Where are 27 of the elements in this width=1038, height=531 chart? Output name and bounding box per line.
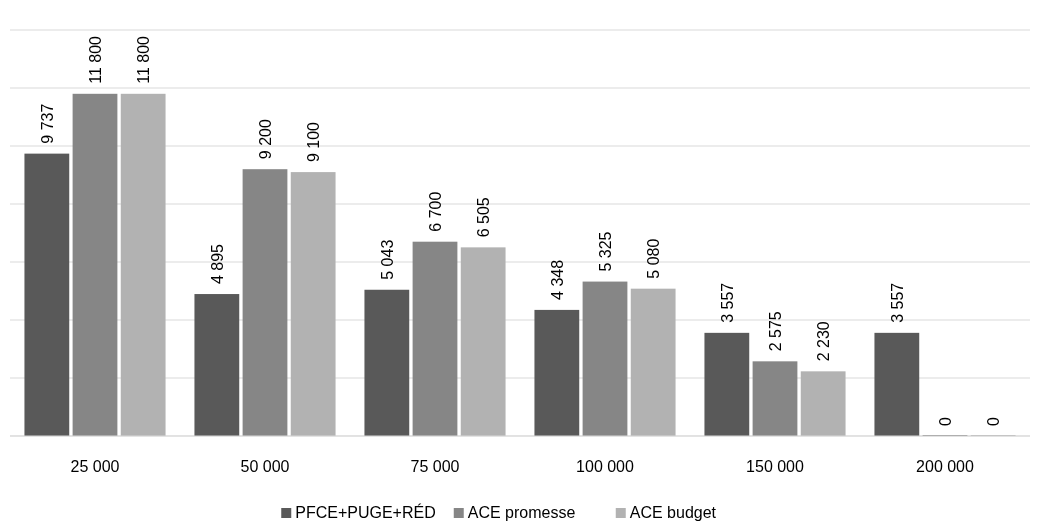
data-label: 6 700 <box>427 191 444 232</box>
data-label: 3 557 <box>888 282 906 323</box>
data-label: 2 230 <box>815 321 833 362</box>
data-label: 9 200 <box>257 119 274 160</box>
x-tick-label: 50 000 <box>240 458 290 475</box>
data-label: 11 800 <box>87 35 104 84</box>
data-label: 4 348 <box>548 259 566 300</box>
legend-label: ACE budget <box>629 504 717 521</box>
data-label: 9 737 <box>38 103 56 144</box>
data-label: 6 505 <box>475 197 493 238</box>
x-tick-label: 25 000 <box>70 458 120 475</box>
legend-label: ACE promesse <box>467 504 576 521</box>
x-tick-label: 200 000 <box>916 458 975 475</box>
data-label: 5 043 <box>378 239 396 280</box>
data-label: 5 080 <box>645 238 663 279</box>
data-label: 2 575 <box>767 311 784 352</box>
data-label: 0 <box>985 417 1003 426</box>
legend-label: PFCE+PUGE+RÉD <box>295 503 436 521</box>
data-label: 5 325 <box>597 231 614 272</box>
data-label: 4 895 <box>208 243 226 285</box>
x-tick-label: 150 000 <box>746 458 805 475</box>
data-label: 0 <box>937 417 954 426</box>
data-label: 3 557 <box>718 282 736 323</box>
data-label: 9 100 <box>305 121 323 163</box>
x-tick-label: 75 000 <box>410 458 460 475</box>
x-tick-label: 100 000 <box>576 458 635 475</box>
data-label: 11 800 <box>135 35 153 84</box>
